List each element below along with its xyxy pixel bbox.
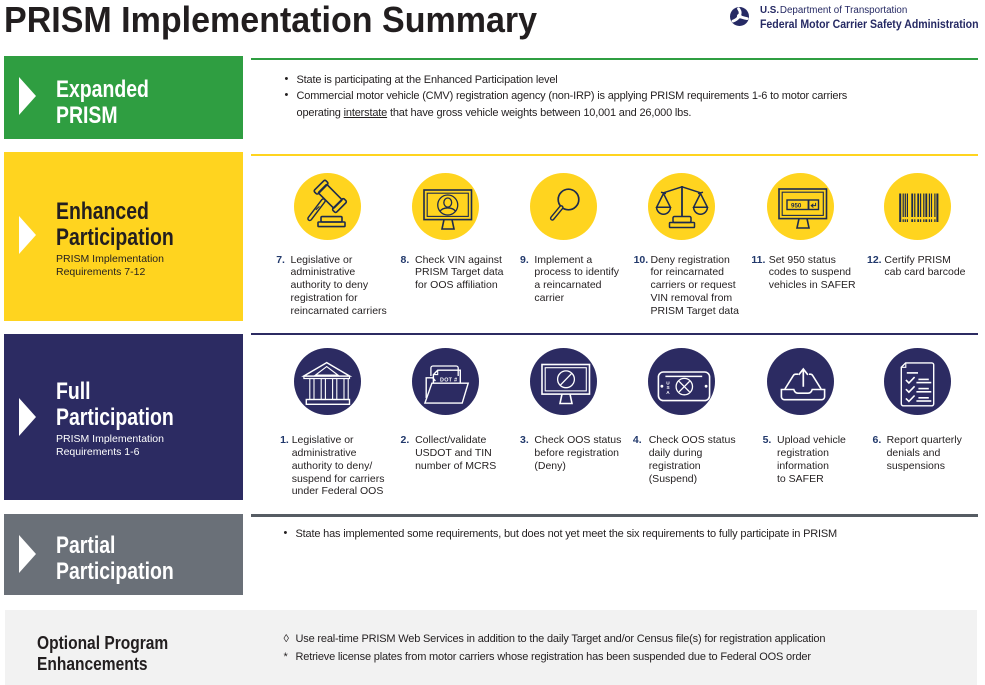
svg-text:S: S [666, 385, 669, 390]
svg-text:U: U [666, 380, 670, 385]
svg-text:DOT #: DOT # [440, 377, 457, 383]
svg-text:950: 950 [791, 202, 802, 209]
svg-text:A: A [666, 389, 670, 394]
